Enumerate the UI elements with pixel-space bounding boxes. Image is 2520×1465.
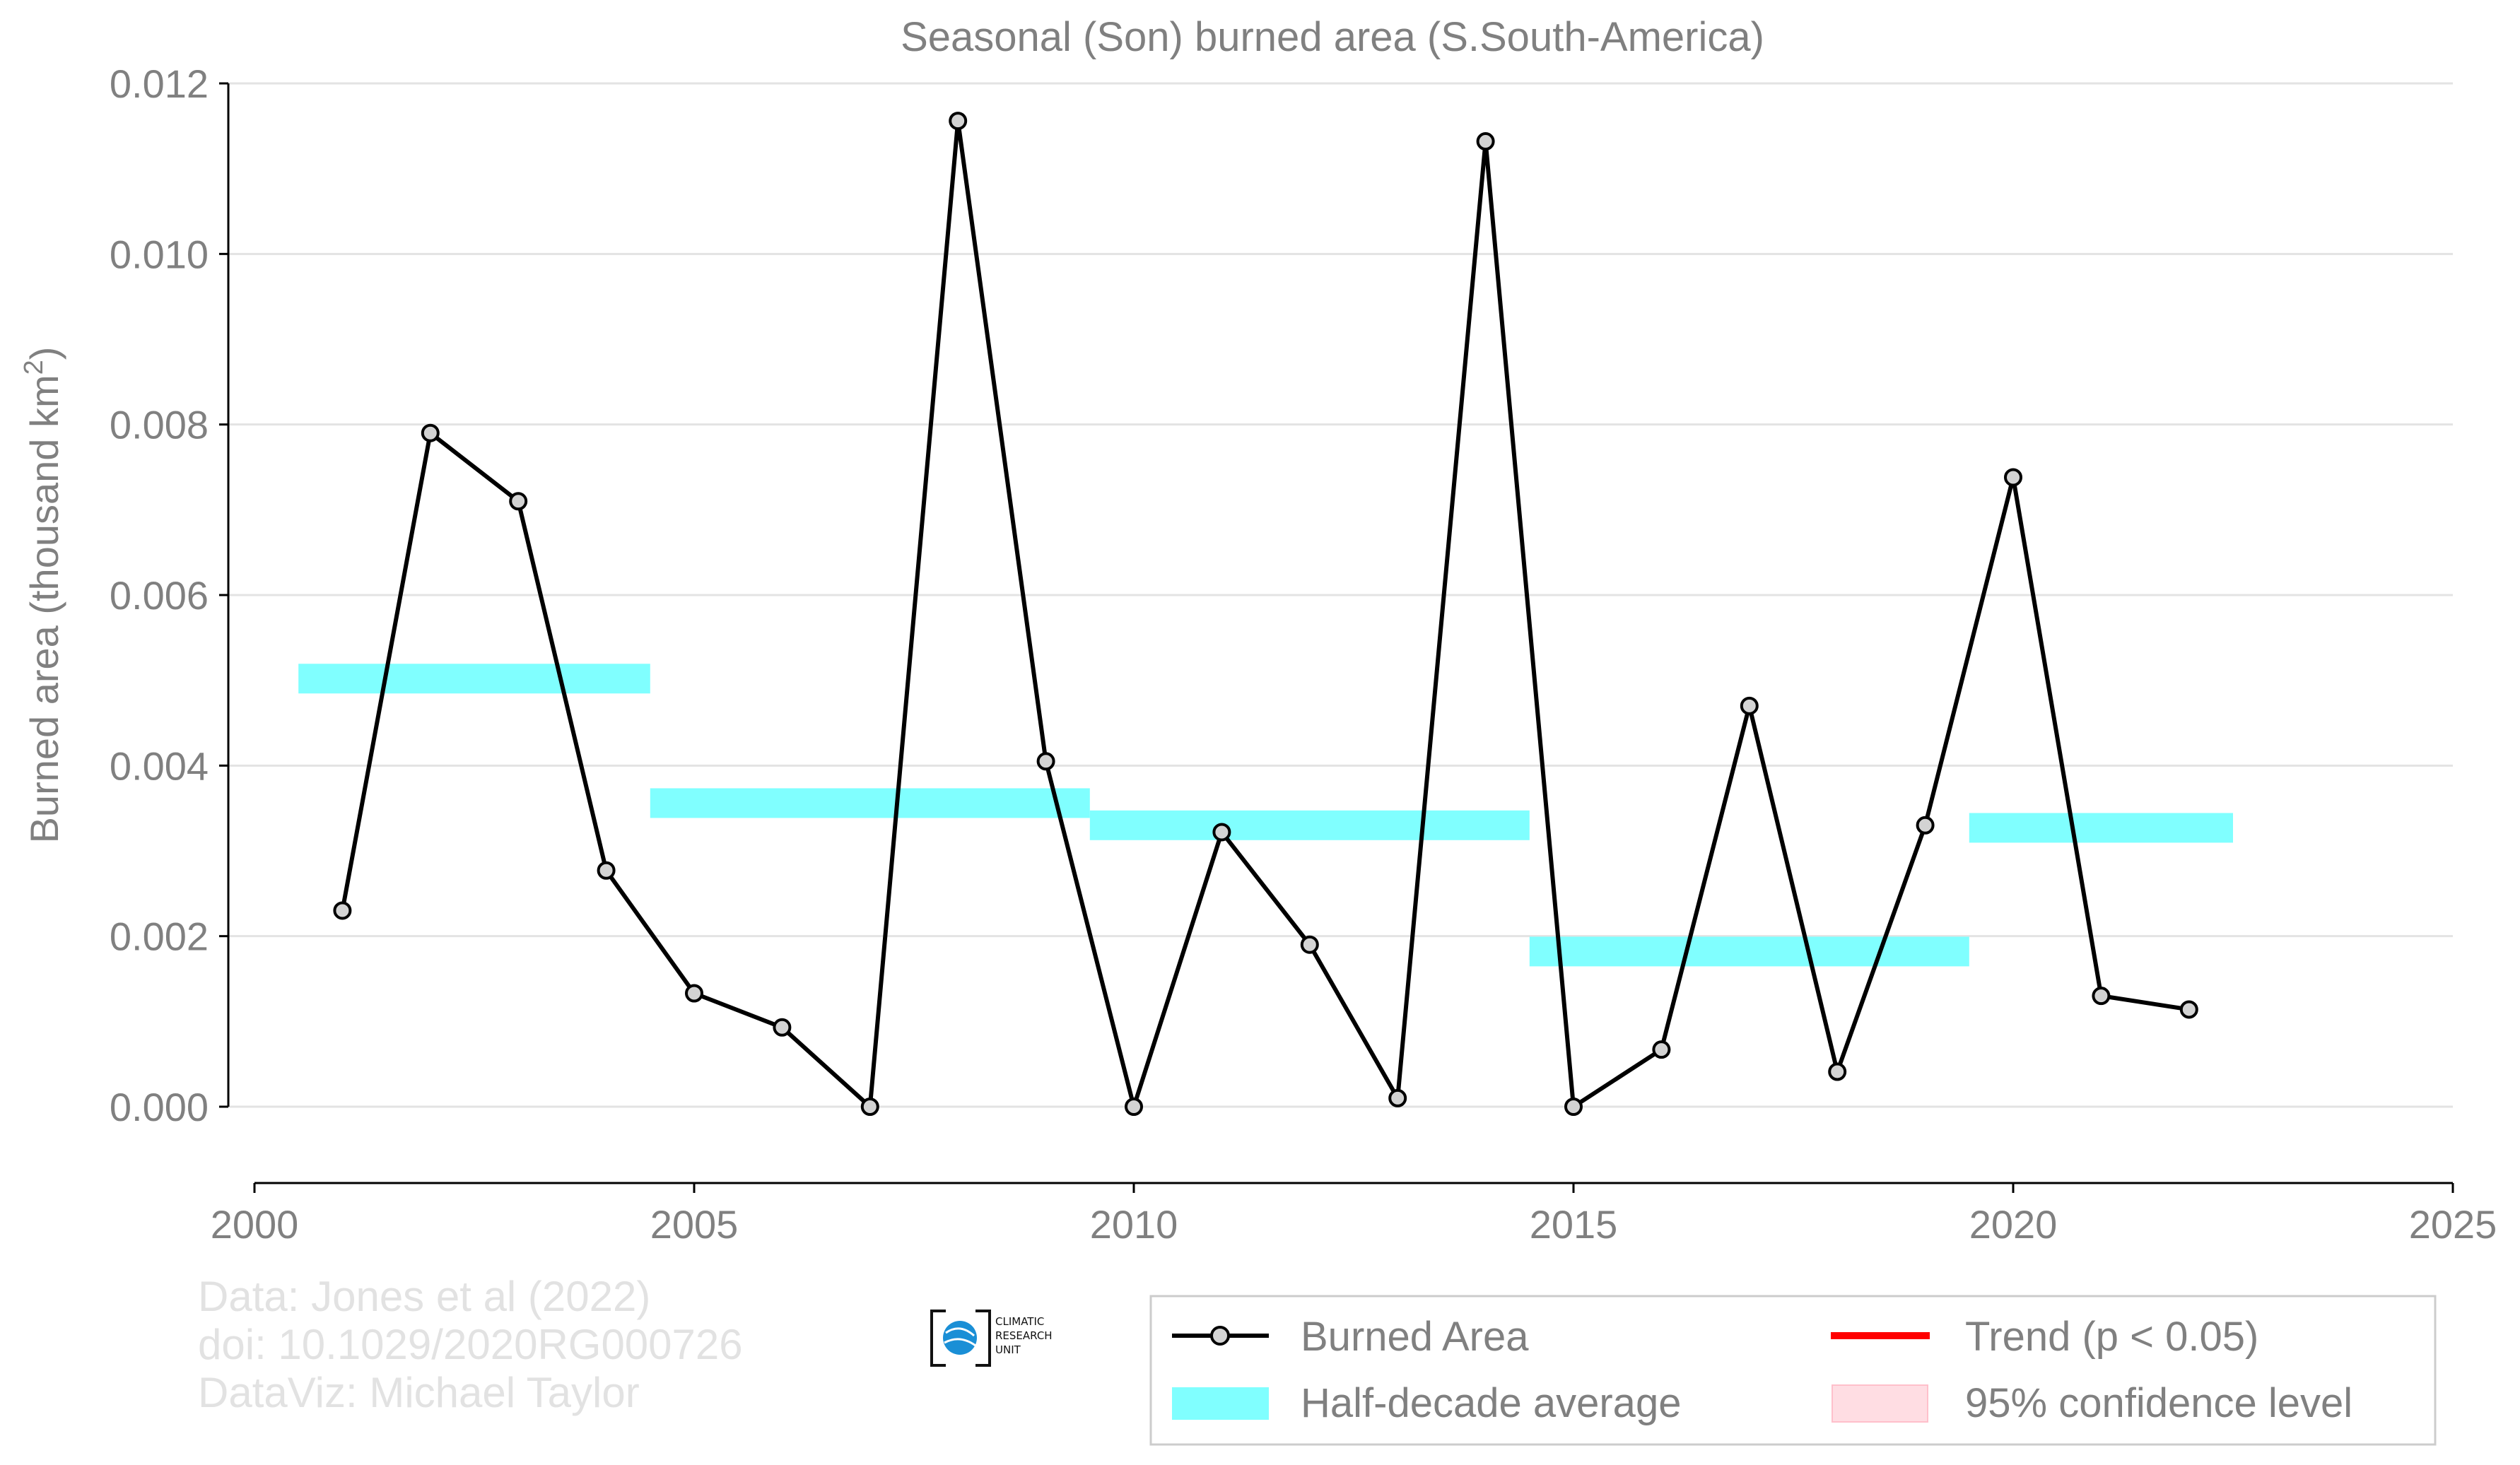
logo-bracket-right <box>975 1310 991 1367</box>
legend-entry-confidence: 95% confidence level <box>1832 1380 2352 1426</box>
legend-label-trend: Trend (p < 0.05) <box>1965 1314 2258 1360</box>
burned-area-point <box>1388 1088 1407 1107</box>
y-tick-label: 0.002 <box>110 914 209 959</box>
chart-title: Seasonal (Son) burned area (S.South-Amer… <box>901 14 1764 60</box>
legend-label-confidence: 95% confidence level <box>1965 1380 2352 1426</box>
credit-dataviz: DataViz: Michael Taylor <box>198 1369 640 1416</box>
burned-area-point <box>1300 935 1319 954</box>
legend: Burned Area Trend (p < 0.05) Half-decade… <box>1149 1295 2437 1446</box>
burned-area-point <box>509 492 528 511</box>
burned-area-point <box>1564 1098 1583 1116</box>
y-tick-label: 0.000 <box>110 1085 209 1129</box>
half-decade-average-bar <box>650 788 1090 818</box>
y-tick-label: 0.010 <box>110 232 209 276</box>
climatic-research-unit-globe-icon <box>943 1321 977 1355</box>
y-gridlines <box>228 82 2453 1108</box>
logo-line-climatic: CLIMATIC <box>995 1315 1044 1328</box>
half-decade-average-bars <box>298 664 2233 967</box>
x-tick-label: 2020 <box>1969 1202 2058 1247</box>
burned-area-point <box>1476 132 1495 151</box>
burned-area-point <box>1828 1062 1847 1081</box>
legend-entry-trend: Trend (p < 0.05) <box>1831 1314 2258 1360</box>
burned-area-point <box>333 901 352 920</box>
y-axis-label-main: Burned area (thousand km <box>22 375 66 843</box>
x-tick-label: 2015 <box>1530 1202 1618 1247</box>
burned-area-point <box>860 1098 879 1116</box>
burned-area-point <box>2092 987 2111 1006</box>
burned-area-point <box>1740 696 1759 715</box>
logo-globe-lines <box>944 1327 976 1347</box>
burned-area-line <box>340 119 2190 1109</box>
logo-line-research: RESEARCH <box>995 1329 1053 1342</box>
burned-area-point <box>421 423 440 442</box>
burned-area-point <box>1916 816 1935 835</box>
legend-burned-area-marker <box>1210 1326 1230 1346</box>
y-tick-label: 0.006 <box>110 573 209 618</box>
burned-area-point <box>2179 1000 2198 1019</box>
cru-logo: CLIMATIC RESEARCH UNIT <box>930 1310 1053 1367</box>
logo-line-unit: UNIT <box>995 1343 1021 1356</box>
axes <box>227 83 2453 1184</box>
legend-confidence-swatch <box>1832 1384 1928 1423</box>
y-axis-label-superscript: 2 <box>19 360 49 375</box>
legend-half-decade-swatch <box>1172 1387 1269 1420</box>
burned-area-point <box>2004 468 2022 487</box>
burned-area-point <box>949 112 968 131</box>
half-decade-average-bar <box>1529 936 1969 967</box>
x-ticks: 2000 2005 2010 2015 2020 2025 <box>211 1183 2497 1247</box>
x-tick-label: 2005 <box>650 1202 739 1247</box>
credit-data-source: Data: Jones et al (2022) <box>198 1273 650 1320</box>
burned-area-point <box>597 861 616 880</box>
logo-bracket-left <box>930 1310 946 1367</box>
x-tick-label: 2025 <box>2409 1202 2497 1247</box>
x-tick-label: 2000 <box>211 1202 299 1247</box>
half-decade-average-bar <box>1969 813 2233 843</box>
burned-area-point <box>685 984 703 1003</box>
legend-label-half-decade-average: Half-decade average <box>1301 1380 1681 1426</box>
credit-doi: doi: 10.1029/2020RG000726 <box>198 1321 743 1368</box>
credits: Data: Jones et al (2022) doi: 10.1029/20… <box>198 1273 743 1416</box>
y-axis-label-close: ) <box>22 347 66 360</box>
burned-area-point <box>773 1018 792 1037</box>
y-ticks: 0.000 0.002 0.004 0.006 0.008 0.010 0.012 <box>110 61 228 1129</box>
legend-label-burned-area: Burned Area <box>1301 1314 1529 1360</box>
legend-box <box>1149 1295 2437 1446</box>
burned-area-point <box>1125 1098 1143 1116</box>
legend-entry-burned-area: Burned Area <box>1172 1314 1529 1360</box>
y-axis-label: Burned area (thousand km2) <box>19 347 66 844</box>
legend-entry-half-decade-average: Half-decade average <box>1172 1380 1681 1426</box>
burned-area-point <box>1036 752 1055 771</box>
y-tick-label: 0.004 <box>110 743 209 788</box>
half-decade-average-bar <box>1089 810 1530 840</box>
burned-area-series <box>333 112 2198 1116</box>
burned-area-point <box>1652 1040 1671 1059</box>
half-decade-average-bar <box>298 664 650 694</box>
y-tick-label: 0.008 <box>110 403 209 447</box>
burned-area-point <box>1212 823 1231 842</box>
x-tick-label: 2010 <box>1090 1202 1178 1247</box>
y-tick-label: 0.012 <box>110 61 209 106</box>
